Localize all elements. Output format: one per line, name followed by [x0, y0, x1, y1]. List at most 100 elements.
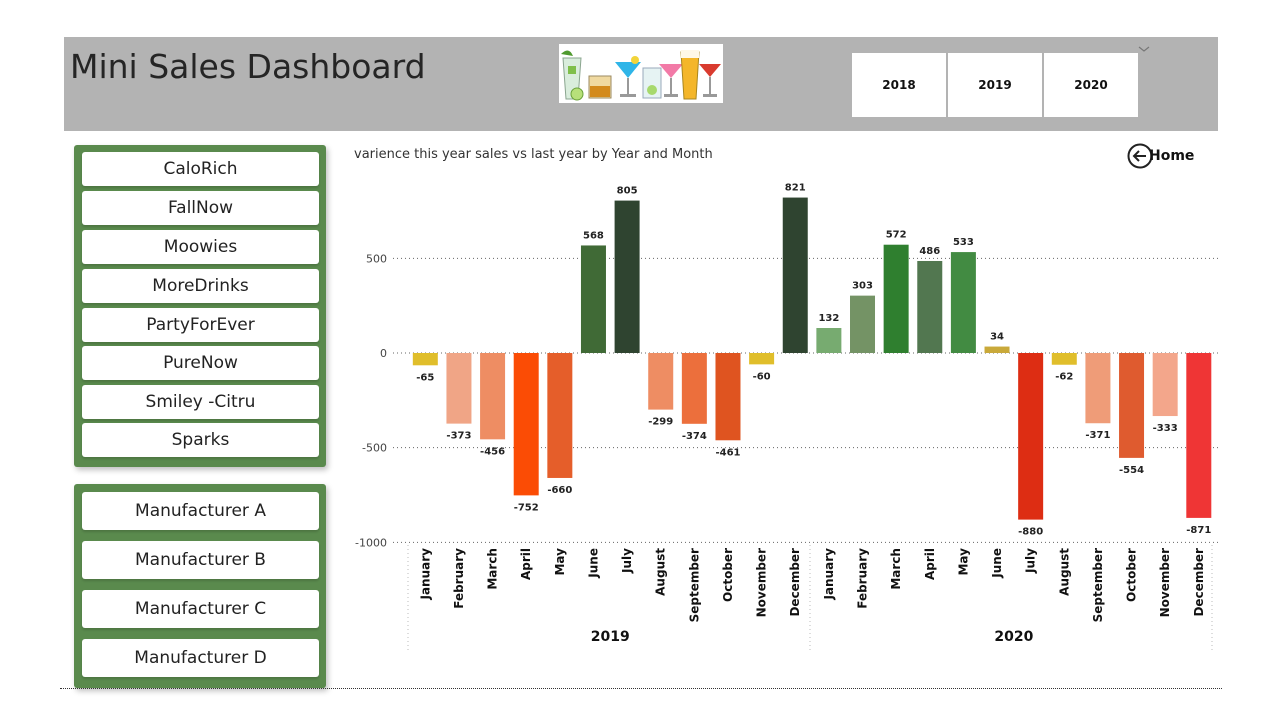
bar: [782, 197, 808, 353]
bar: [580, 245, 606, 353]
bar-value-label: 533: [953, 237, 974, 248]
bar-value-label: -371: [1085, 430, 1110, 441]
x-category-label: October: [1125, 548, 1139, 602]
x-category-label: September: [1091, 548, 1105, 622]
manufacturer-button-b[interactable]: Manufacturer B: [82, 541, 319, 579]
x-category-label: November: [1158, 548, 1172, 617]
bar-value-label: 572: [886, 230, 907, 241]
x-category-label: May: [553, 548, 567, 576]
header-bar: Mini Sales Dashboard: [64, 37, 1218, 131]
bar: [950, 252, 976, 353]
back-arrow-circle-icon: [1127, 143, 1153, 169]
x-group-label: 2020: [994, 629, 1033, 645]
bar-value-label: -752: [514, 502, 539, 513]
bar: [412, 353, 438, 366]
y-tick-label: 0: [380, 347, 387, 360]
bar-value-label: -456: [480, 446, 505, 457]
x-category-label: February: [452, 548, 466, 609]
x-group-label: 2019: [591, 629, 630, 645]
bar-value-label: -554: [1119, 465, 1144, 476]
bar-value-label: 568: [583, 230, 604, 241]
brand-button-calorich[interactable]: CaloRich: [82, 152, 319, 186]
brand-button-moredrinks[interactable]: MoreDrinks: [82, 269, 319, 303]
bar: [480, 353, 506, 440]
brand-slicer: CaloRich FallNow Moowies MoreDrinks Part…: [74, 145, 326, 467]
bar: [648, 353, 674, 410]
x-category-label: October: [721, 548, 735, 602]
bar-value-label: -461: [715, 447, 740, 458]
year-button-2019[interactable]: 2019: [948, 53, 1042, 117]
bar-value-label: -65: [416, 372, 434, 383]
x-category-label: January: [822, 548, 836, 601]
x-category-label: March: [889, 548, 903, 590]
bar-value-label: 805: [617, 186, 638, 197]
home-label: Home: [1149, 148, 1195, 164]
chevron-down-icon[interactable]: [1137, 39, 1151, 52]
x-category-label: June: [990, 548, 1004, 579]
bar-value-label: -871: [1186, 525, 1211, 536]
brand-button-partyforever[interactable]: PartyForEver: [82, 308, 319, 342]
drinks-logo-image: [559, 44, 723, 103]
x-category-label: August: [654, 548, 668, 596]
bar-value-label: 34: [990, 332, 1004, 343]
year-button-2020[interactable]: 2020: [1044, 53, 1138, 117]
home-button[interactable]: Home: [1126, 142, 1194, 170]
bar: [715, 353, 741, 441]
brand-button-smiley-citru[interactable]: Smiley -Citru: [82, 385, 319, 419]
bar: [446, 353, 472, 424]
bar: [816, 328, 842, 353]
bar: [917, 260, 943, 353]
bar: [614, 200, 640, 353]
x-category-label: April: [519, 548, 533, 580]
bar: [1119, 353, 1145, 458]
bar-value-label: 303: [852, 281, 873, 292]
bar-value-label: -373: [446, 431, 471, 442]
page-title: Mini Sales Dashboard: [70, 47, 426, 86]
x-category-label: September: [687, 548, 701, 622]
x-category-label: May: [956, 548, 970, 576]
x-category-label: January: [418, 548, 432, 601]
x-category-label: April: [923, 548, 937, 580]
bottom-divider: [60, 688, 1222, 689]
y-tick-label: -500: [362, 442, 387, 455]
brand-button-sparks[interactable]: Sparks: [82, 423, 319, 457]
y-tick-label: 500: [366, 252, 387, 265]
x-category-label: July: [620, 548, 634, 574]
chart-title: varience this year sales vs last year by…: [354, 147, 713, 162]
manufacturer-button-d[interactable]: Manufacturer D: [82, 639, 319, 677]
bar-value-label: 132: [818, 313, 839, 324]
bar: [1018, 353, 1044, 520]
bar: [1186, 353, 1212, 518]
brand-button-purenow[interactable]: PureNow: [82, 346, 319, 380]
brand-button-moowies[interactable]: Moowies: [82, 230, 319, 264]
x-category-label: February: [856, 548, 870, 609]
x-category-label: November: [755, 548, 769, 617]
manufacturer-button-c[interactable]: Manufacturer C: [82, 590, 319, 628]
bar-value-label: -62: [1055, 372, 1073, 383]
bar-value-label: 821: [785, 183, 806, 194]
bar-value-label: -60: [753, 371, 771, 382]
bar: [883, 244, 909, 353]
x-category-label: July: [1024, 548, 1038, 574]
x-category-label: August: [1057, 548, 1071, 596]
bar-value-label: -374: [682, 431, 707, 442]
y-tick-label: -1000: [355, 536, 387, 549]
bar-value-label: 486: [919, 246, 940, 257]
bar: [749, 353, 775, 365]
manufacturer-button-a[interactable]: Manufacturer A: [82, 492, 319, 530]
bar: [547, 353, 573, 478]
brand-button-fallnow[interactable]: FallNow: [82, 191, 319, 225]
bar-value-label: -880: [1018, 527, 1043, 538]
x-category-label: December: [1192, 548, 1206, 617]
x-category-label: March: [486, 548, 500, 590]
bar: [681, 353, 707, 424]
bar: [850, 295, 876, 353]
bar: [1152, 353, 1178, 417]
x-category-label: December: [788, 548, 802, 617]
year-button-2018[interactable]: 2018: [852, 53, 946, 117]
x-category-label: June: [586, 548, 600, 579]
bar: [984, 346, 1010, 353]
bar-value-label: -333: [1153, 423, 1178, 434]
bar-value-label: -299: [648, 417, 673, 428]
